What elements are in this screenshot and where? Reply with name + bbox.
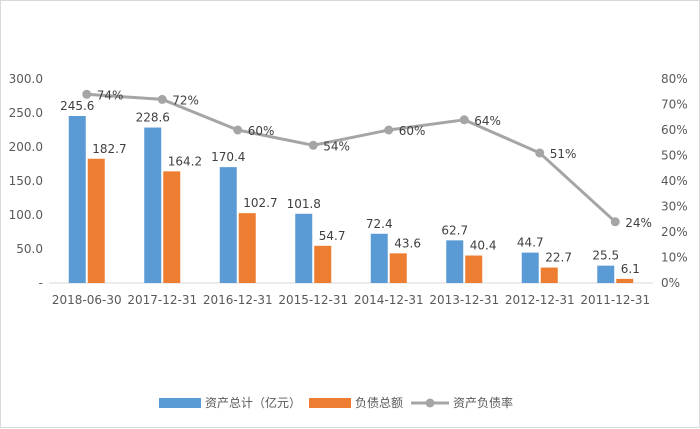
legend-swatch [309,398,352,408]
debt-ratio-point [308,140,318,150]
legend: 资产总计（亿元） 负债总额 资产负债率 [159,395,513,410]
line-layer [82,89,620,227]
debt-ratio-point [459,115,469,125]
total-assets-data-label: 25.5 [592,249,619,263]
x-tick-label: 2011-12-31 [580,293,650,307]
total-liabilities-data-label: 43.6 [394,236,421,250]
y-left-tick-label: 250.0 [9,106,43,120]
total-liabilities-data-label: 40.4 [470,239,497,253]
legend-label: 资产总计（亿元） [205,395,301,410]
y-right-tick-label: 10% [661,251,688,265]
legend-swatch [159,398,201,408]
y-right-tick-label: 30% [661,200,688,214]
y-right-tick-label: 70% [661,98,688,112]
debt-ratio-data-label: 60% [248,124,275,138]
bar-total-liabilities [465,255,483,283]
total-liabilities-data-label: 102.7 [243,196,277,210]
debt-ratio-point [384,125,394,135]
debt-ratio-point [157,94,167,104]
total-liabilities-data-label: 22.7 [545,251,572,265]
axis-layer: - 50.0 100.0 150.0 200.0 250.0 300.0 0% 10% 20% 30… [9,72,688,307]
total-liabilities-data-label: 6.1 [621,262,640,276]
debt-ratio-data-label: 64% [474,114,501,128]
debt-ratio-data-label: 54% [323,139,350,153]
y-right-tick-label: 0% [661,276,680,290]
debt-ratio-point [535,148,545,158]
x-tick-label: 2015-12-31 [278,293,348,307]
y-right-tick-label: 40% [661,174,688,188]
bar-total-assets [295,213,313,283]
y-left-tick-label: 50.0 [16,242,43,256]
bar-total-assets [597,265,615,283]
total-liabilities-data-label: 164.2 [168,154,202,168]
bar-total-assets [219,167,237,283]
bar-layer [68,115,634,283]
debt-ratio-data-label: 51% [550,147,577,161]
y-left-tick-label: 100.0 [9,208,43,222]
debt-ratio-point [610,217,620,227]
bar-total-assets [370,233,388,283]
bar-total-liabilities [540,267,558,283]
debt-ratio-point [233,125,243,135]
bar-total-liabilities [389,253,407,283]
bar-total-liabilities [87,158,105,283]
x-tick-label: 2016-12-31 [203,293,273,307]
y-left-tick-label: 200.0 [9,140,43,154]
total-liabilities-data-label: 182.7 [92,142,126,156]
bar-total-liabilities [163,171,181,283]
y-right-tick-label: 20% [661,225,688,239]
legend-label: 负债总额 [355,396,403,410]
data-label-layer: 245.6 228.6 170.4 101.8 72.4 62.7 44.7 25.5 182.… [60,88,652,276]
total-assets-data-label: 170.4 [211,150,245,164]
y-right-tick-label: 50% [661,149,688,163]
bar-total-assets [446,240,464,283]
total-assets-data-label: 72.4 [366,217,393,231]
y-left-tick-label: - [39,276,43,290]
total-assets-data-label: 44.7 [517,236,544,250]
bar-total-assets [68,115,86,283]
x-tick-label: 2018-06-30 [52,293,122,307]
legend-marker [425,398,435,408]
debt-ratio-data-label: 72% [172,93,199,107]
debt-ratio-data-label: 60% [399,124,426,138]
debt-ratio-line [86,92,617,223]
y-right-tick-label: 60% [661,123,688,137]
y-left-tick-label: 300.0 [9,72,43,86]
x-tick-label: 2017-12-31 [127,293,197,307]
total-assets-data-label: 62.7 [441,223,468,237]
total-liabilities-data-label: 54.7 [319,229,346,243]
total-assets-data-label: 228.6 [136,111,170,125]
debt-ratio-data-label: 74% [97,88,124,102]
x-tick-label: 2014-12-31 [354,293,424,307]
y-right-tick-label: 80% [661,72,688,86]
legend-label: 资产负债率 [453,395,513,410]
bar-total-liabilities [238,213,256,283]
bar-total-assets [144,127,162,283]
total-assets-data-label: 245.6 [60,99,94,113]
bar-total-liabilities [616,278,634,283]
debt-ratio-data-label: 24% [625,216,652,230]
x-tick-label: 2012-12-31 [505,293,575,307]
debt-ratio-point [82,89,92,99]
y-left-tick-label: 150.0 [9,174,43,188]
x-tick-label: 2013-12-31 [429,293,499,307]
bar-total-assets [521,252,539,283]
bar-total-liabilities [314,245,332,283]
total-assets-data-label: 101.8 [287,197,321,211]
